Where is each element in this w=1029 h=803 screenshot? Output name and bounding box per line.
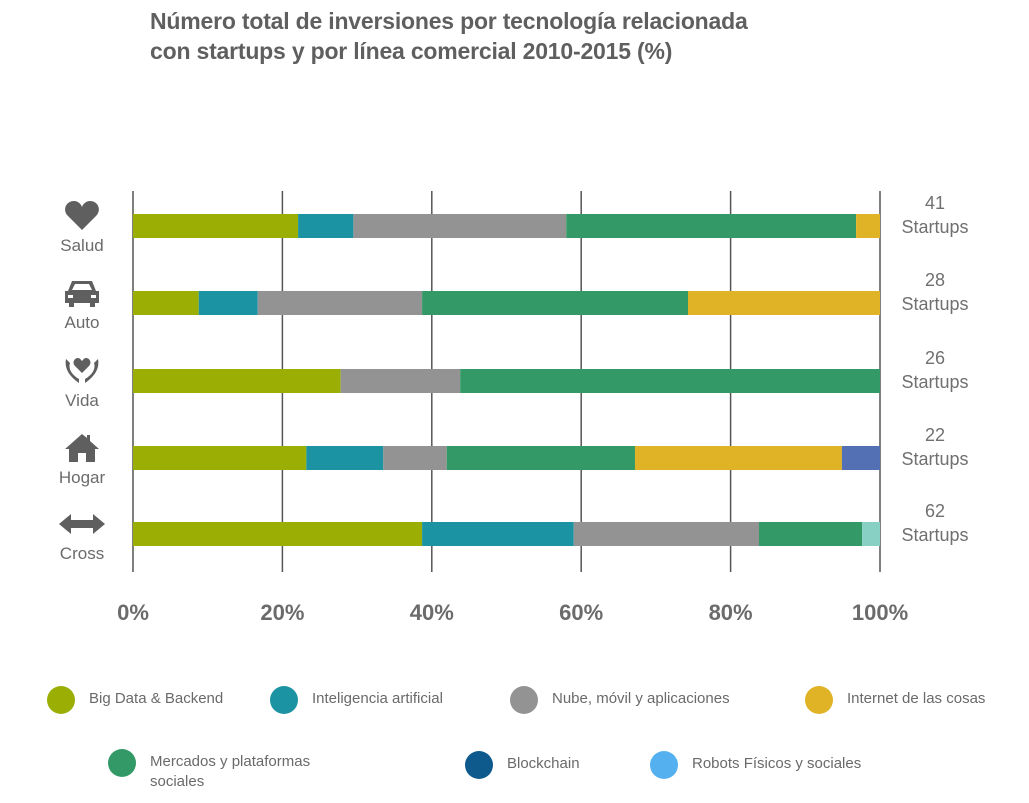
bar-segment: [422, 291, 689, 315]
bar-segment: [862, 522, 880, 546]
bar-segment: [133, 446, 307, 470]
chart-title: Número total de inversiones por tecnolog…: [150, 6, 748, 66]
startup-count-label: Startups: [901, 294, 968, 314]
bar-segment: [383, 446, 447, 470]
bar-segment: [446, 446, 635, 470]
category-label: Auto: [65, 313, 100, 332]
startup-count-number: 22: [925, 425, 945, 445]
bar-segment: [634, 446, 842, 470]
legend-item: Internet de las cosas: [805, 686, 985, 714]
legend-item: Robots Físicos y sociales: [650, 751, 861, 779]
legend-swatch: [108, 749, 136, 777]
legend-item: Nube, móvil y aplicaciones: [510, 686, 730, 714]
legend-swatch: [650, 751, 678, 779]
startup-count-label: Startups: [901, 525, 968, 545]
bar-segment: [353, 214, 567, 238]
legend-swatch: [270, 686, 298, 714]
bar-segment: [841, 446, 880, 470]
startup-count-number: 62: [925, 501, 945, 521]
legend-swatch: [510, 686, 538, 714]
hands-heart-icon: [65, 358, 99, 383]
legend-item: Blockchain: [465, 751, 580, 779]
category-label: Vida: [65, 391, 99, 410]
startup-count-number: 28: [925, 270, 945, 290]
bar-segment: [298, 214, 354, 238]
x-tick-label: 0%: [117, 600, 149, 625]
category-label: Cross: [60, 544, 104, 563]
x-tick-label: 20%: [260, 600, 304, 625]
chart-title-line-1: Número total de inversiones por tecnolog…: [150, 8, 748, 34]
legend-label: Blockchain: [507, 755, 580, 772]
x-tick-label: 80%: [709, 600, 753, 625]
bar-segment: [133, 369, 341, 393]
legend-swatch: [47, 686, 75, 714]
legend-item: Big Data & Backend: [47, 686, 223, 714]
legend-item: Mercados y plataformas sociales: [108, 749, 350, 792]
double-arrow-icon: [59, 514, 105, 534]
car-icon: [65, 281, 99, 307]
legend-swatch: [465, 751, 493, 779]
bar-segment: [688, 291, 880, 315]
startup-count-label: Startups: [901, 449, 968, 469]
x-tick-label: 60%: [559, 600, 603, 625]
startup-count-label: Startups: [901, 217, 968, 237]
bar-segment: [758, 522, 863, 546]
bar-segment: [133, 214, 299, 238]
bar-segment: [133, 522, 423, 546]
bar-segment: [460, 369, 880, 393]
chart-title-line-2: con startups y por línea comercial 2010-…: [150, 38, 673, 64]
bar-segment: [198, 291, 258, 315]
bar-segment: [340, 369, 461, 393]
x-tick-label: 100%: [852, 600, 908, 625]
legend-label: Big Data & Backend: [89, 690, 224, 707]
bar-segment: [257, 291, 423, 315]
bar-segment: [856, 214, 880, 238]
startup-count-number: 41: [925, 193, 945, 213]
category-label: Hogar: [59, 468, 106, 487]
legend-label: Internet de las cosas: [847, 690, 986, 707]
bar-segment: [306, 446, 384, 470]
bar-segment: [566, 214, 857, 238]
x-tick-label: 40%: [410, 600, 454, 625]
house-icon: [65, 434, 99, 462]
bar-segment: [422, 522, 574, 546]
legend-label: Nube, móvil y aplicaciones: [552, 690, 730, 707]
category-label: Salud: [60, 236, 103, 255]
bar-segment: [133, 291, 199, 315]
legend-swatch: [805, 686, 833, 714]
legend-item: Inteligencia artificial: [270, 686, 443, 714]
bar-segment: [573, 522, 759, 546]
startup-count-number: 26: [925, 348, 945, 368]
legend-label: Mercados y plataformas sociales: [150, 753, 311, 790]
legend-label: Inteligencia artificial: [312, 690, 443, 707]
heart-icon: [65, 201, 99, 230]
legend-label: Robots Físicos y sociales: [692, 755, 862, 772]
startup-count-label: Startups: [901, 372, 968, 392]
stacked-bar-chart: 0% 20% 40% 60% 80% 100% Salud 41 Startups Auto 28 S…: [59, 191, 969, 625]
